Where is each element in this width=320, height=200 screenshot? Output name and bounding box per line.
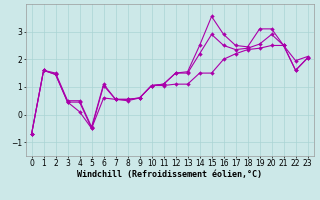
X-axis label: Windchill (Refroidissement éolien,°C): Windchill (Refroidissement éolien,°C) — [77, 170, 262, 179]
